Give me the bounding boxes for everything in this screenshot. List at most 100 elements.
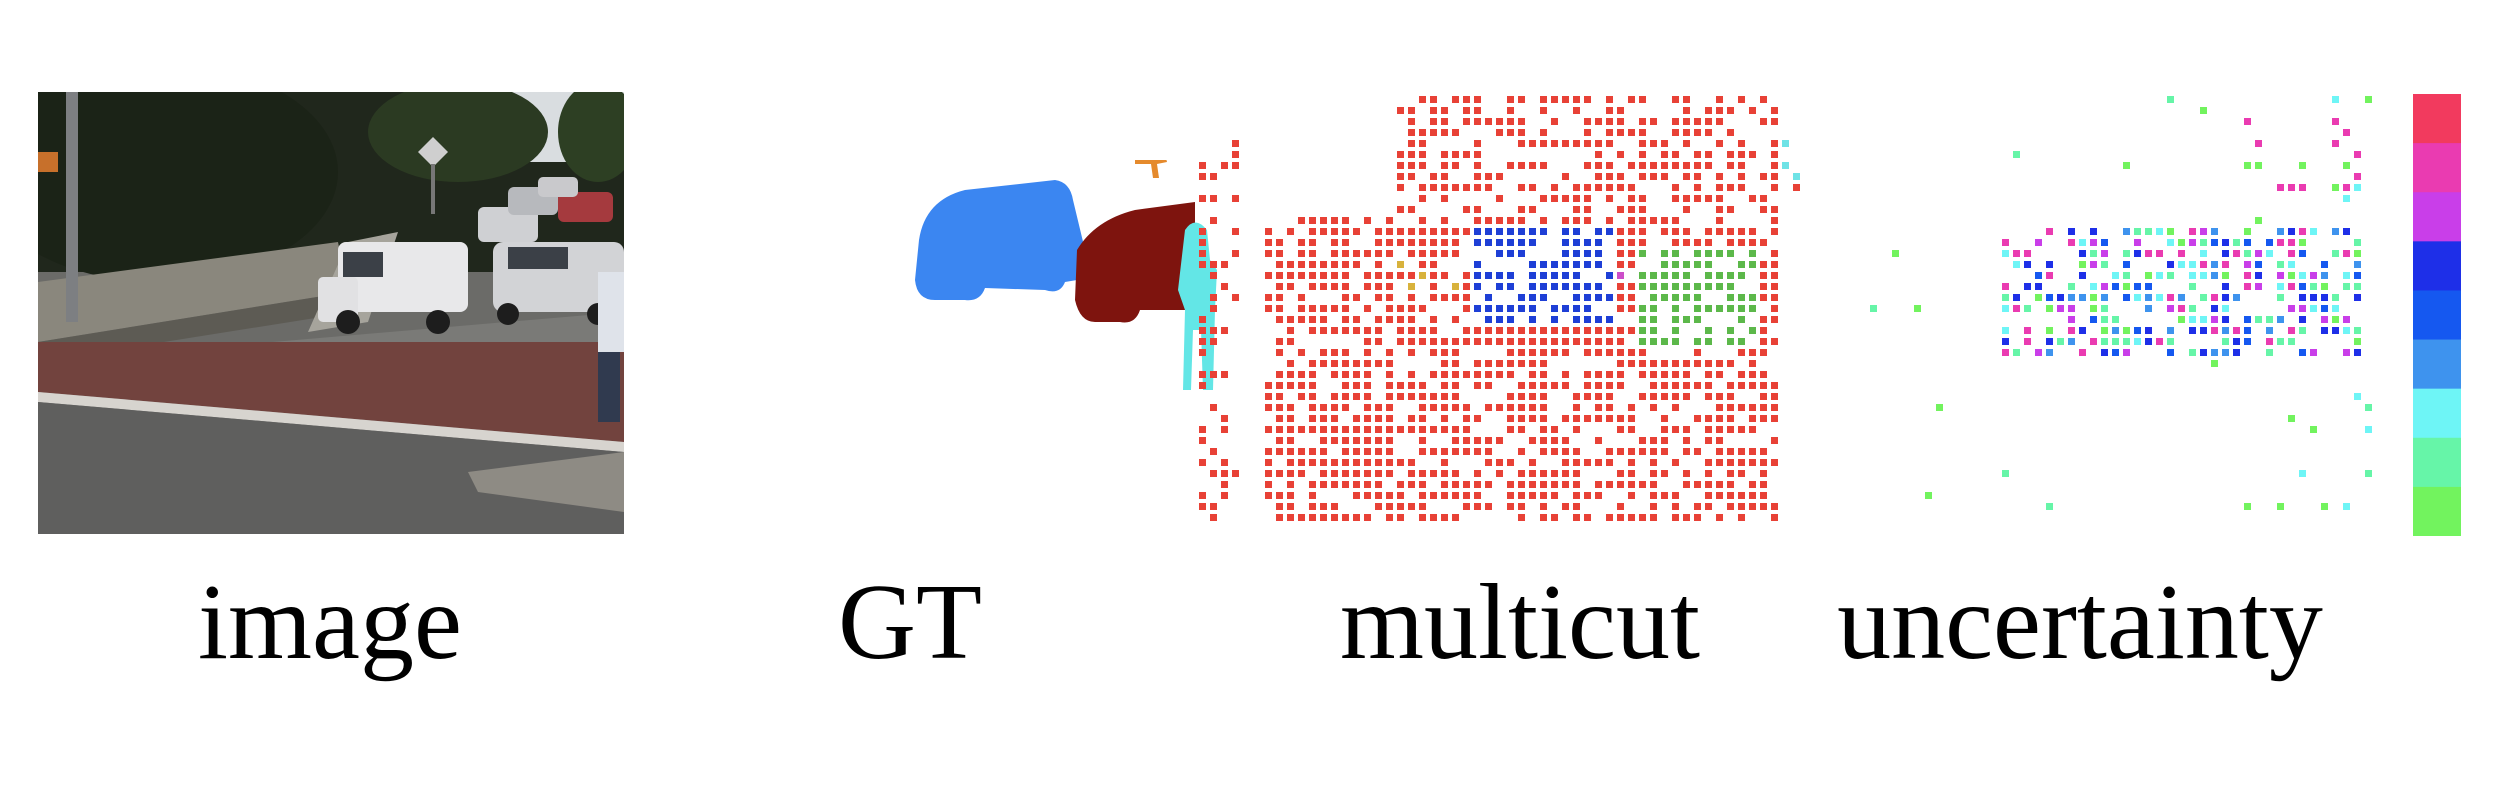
multicut-point	[1771, 514, 1778, 521]
multicut-point	[1738, 349, 1745, 356]
multicut-point	[1551, 492, 1558, 499]
multicut-point	[1606, 349, 1613, 356]
multicut-point	[1562, 239, 1569, 246]
uncertainty-point	[2013, 349, 2020, 356]
uncertainty-point	[2299, 272, 2306, 279]
uncertainty-point	[2332, 140, 2339, 147]
uncertainty-point	[2354, 283, 2361, 290]
multicut-point	[1672, 228, 1679, 235]
multicut-point	[1760, 492, 1767, 499]
multicut-point	[1232, 470, 1239, 477]
multicut-point	[1507, 415, 1514, 422]
multicut-point	[1595, 173, 1602, 180]
uncertainty-point	[2321, 503, 2328, 510]
street-scene-photo	[38, 92, 624, 534]
multicut-point	[1276, 437, 1283, 444]
multicut-point	[1716, 393, 1723, 400]
multicut-point	[1386, 283, 1393, 290]
multicut-point	[1760, 371, 1767, 378]
multicut-point	[1287, 228, 1294, 235]
multicut-point	[1705, 261, 1712, 268]
multicut-point	[1496, 305, 1503, 312]
multicut-point	[1628, 184, 1635, 191]
multicut-point	[1595, 250, 1602, 257]
multicut-point	[1529, 140, 1536, 147]
multicut-point	[1375, 459, 1382, 466]
multicut-point	[1364, 481, 1371, 488]
multicut-point	[1287, 382, 1294, 389]
multicut-point	[1738, 261, 1745, 268]
multicut-point	[1518, 162, 1525, 169]
multicut-point	[1430, 107, 1437, 114]
multicut-point	[1628, 261, 1635, 268]
multicut-point	[1353, 327, 1360, 334]
uncertainty-point	[2068, 239, 2075, 246]
multicut-point	[1595, 294, 1602, 301]
multicut-point	[1606, 195, 1613, 202]
multicut-point	[1474, 239, 1481, 246]
multicut-point	[1386, 349, 1393, 356]
multicut-point	[1287, 316, 1294, 323]
multicut-point	[1419, 184, 1426, 191]
multicut-point	[1375, 404, 1382, 411]
uncertainty-point	[2266, 316, 2273, 323]
multicut-point	[1496, 250, 1503, 257]
multicut-point	[1540, 404, 1547, 411]
multicut-point	[1617, 272, 1624, 279]
multicut-point	[1397, 162, 1404, 169]
multicut-point	[1562, 415, 1569, 422]
multicut-point	[1221, 481, 1228, 488]
multicut-point	[1584, 459, 1591, 466]
multicut-point	[1419, 239, 1426, 246]
multicut-point	[1738, 371, 1745, 378]
multicut-point	[1265, 228, 1272, 235]
uncertainty-point	[2277, 239, 2284, 246]
multicut-point	[1364, 393, 1371, 400]
multicut-point	[1705, 426, 1712, 433]
multicut-point	[1474, 305, 1481, 312]
multicut-point	[1540, 503, 1547, 510]
uncertainty-point	[2046, 349, 2053, 356]
uncertainty-point	[2332, 228, 2339, 235]
multicut-point	[1529, 404, 1536, 411]
multicut-point	[1650, 217, 1657, 224]
multicut-point	[1507, 96, 1514, 103]
uncertainty-point	[2321, 327, 2328, 334]
multicut-point	[1441, 338, 1448, 345]
multicut-point	[1287, 459, 1294, 466]
multicut-point	[1738, 382, 1745, 389]
uncertainty-point	[2002, 283, 2009, 290]
multicut-point	[1760, 415, 1767, 422]
multicut-point	[1639, 283, 1646, 290]
multicut-point	[1694, 118, 1701, 125]
multicut-point	[1485, 316, 1492, 323]
multicut-point	[1672, 294, 1679, 301]
multicut-point	[1672, 96, 1679, 103]
multicut-point	[1617, 371, 1624, 378]
uncertainty-point	[2255, 316, 2262, 323]
multicut-point	[1452, 228, 1459, 235]
multicut-point	[1672, 404, 1679, 411]
multicut-point	[1518, 96, 1525, 103]
multicut-point	[1595, 404, 1602, 411]
uncertainty-point	[2035, 272, 2042, 279]
multicut-point	[1573, 184, 1580, 191]
uncertainty-point	[2354, 327, 2361, 334]
multicut-point	[1595, 371, 1602, 378]
multicut-point	[1507, 503, 1514, 510]
multicut-point	[1485, 404, 1492, 411]
multicut-point	[1760, 481, 1767, 488]
multicut-point	[1650, 173, 1657, 180]
multicut-point	[1518, 503, 1525, 510]
multicut-point	[1639, 140, 1646, 147]
multicut-point	[1529, 360, 1536, 367]
uncertainty-point	[2233, 338, 2240, 345]
multicut-point	[1595, 492, 1602, 499]
multicut-point	[1595, 415, 1602, 422]
multicut-point	[1661, 448, 1668, 455]
multicut-point	[1650, 316, 1657, 323]
multicut-point	[1496, 283, 1503, 290]
multicut-point	[1639, 360, 1646, 367]
multicut-point	[1573, 294, 1580, 301]
multicut-point	[1276, 338, 1283, 345]
